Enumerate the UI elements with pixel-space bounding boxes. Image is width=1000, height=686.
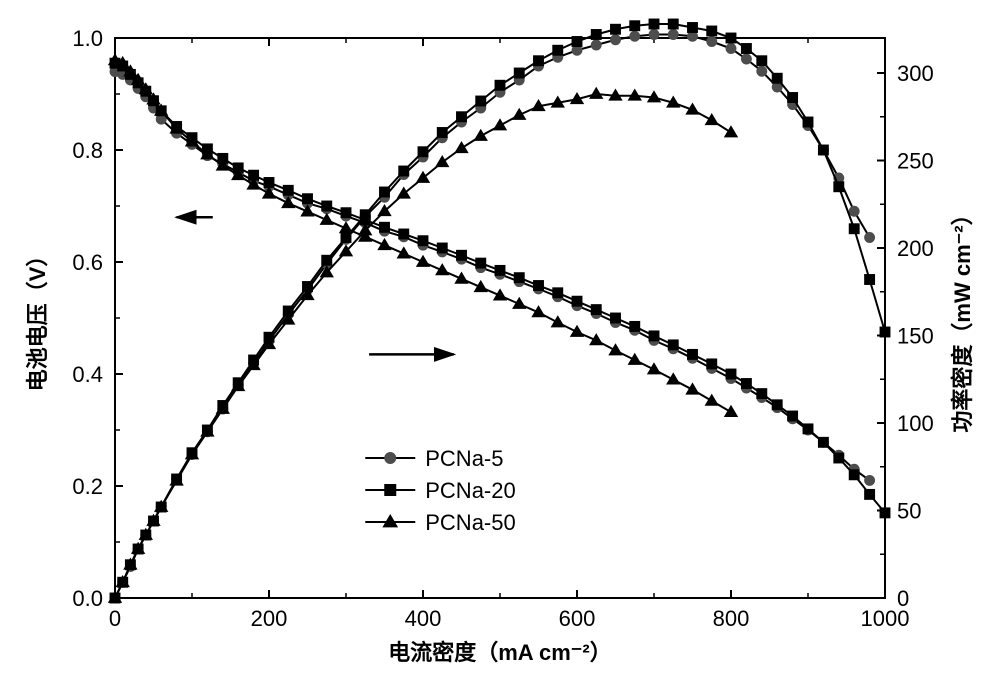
chart-svg: 020040060080010000.00.20.40.60.81.005010… [0, 0, 1000, 686]
x-tick-label: 0 [109, 606, 121, 631]
yleft-tick-label: 0.6 [72, 250, 103, 275]
y-right-axis-label: 功率密度（mW cm⁻²） [950, 203, 975, 432]
yright-tick-label: 0 [897, 586, 909, 611]
yright-tick-label: 150 [897, 324, 934, 349]
legend-label: PCNa-50 [425, 510, 515, 535]
power-line [115, 94, 731, 598]
y-left-axis-label: 电池电压（V） [25, 245, 50, 392]
x-tick-label: 400 [405, 606, 442, 631]
yright-tick-label: 200 [897, 236, 934, 261]
x-tick-label: 200 [251, 606, 288, 631]
yleft-tick-label: 0.8 [72, 138, 103, 163]
yleft-tick-label: 0.0 [72, 586, 103, 611]
x-tick-label: 800 [713, 606, 750, 631]
yright-tick-label: 250 [897, 149, 934, 174]
yleft-tick-label: 0.4 [72, 362, 103, 387]
yleft-tick-label: 0.2 [72, 474, 103, 499]
legend-label: PCNa-5 [425, 446, 503, 471]
yright-tick-label: 300 [897, 61, 934, 86]
yleft-tick-label: 1.0 [72, 26, 103, 51]
yright-tick-label: 100 [897, 411, 934, 436]
x-tick-label: 600 [559, 606, 596, 631]
legend-label: PCNa-20 [425, 478, 515, 503]
voltage-line [115, 72, 870, 481]
x-axis-label: 电流密度（mA cm⁻²） [388, 640, 611, 665]
chart-container: 020040060080010000.00.20.40.60.81.005010… [0, 0, 1000, 686]
yright-tick-label: 50 [897, 499, 921, 524]
